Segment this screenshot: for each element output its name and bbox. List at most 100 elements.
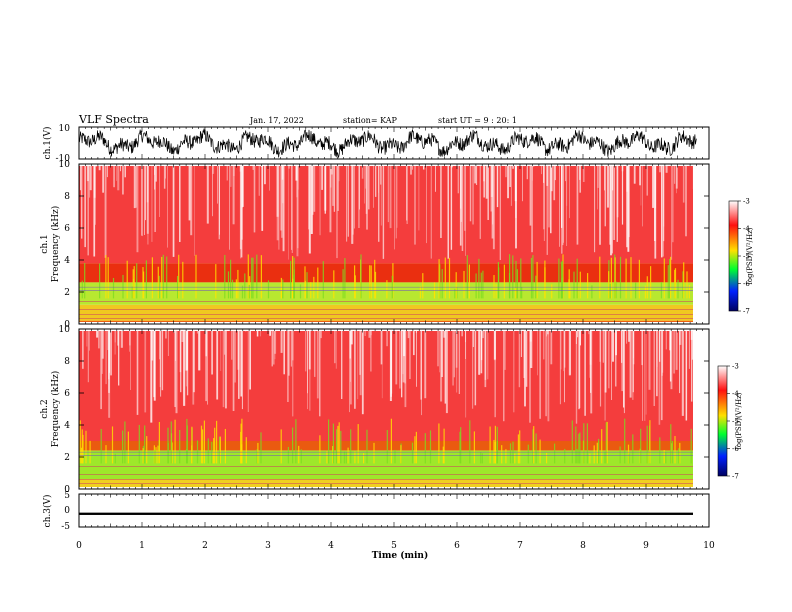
spectrogram-streak <box>623 331 625 414</box>
spectrogram-streak <box>358 166 360 228</box>
spectrogram-streak <box>616 166 618 242</box>
spectrogram-streak <box>579 331 581 346</box>
spectrogram-spike <box>132 269 134 299</box>
spectrogram-streak <box>238 331 240 399</box>
spectrogram-streak <box>670 331 673 390</box>
spectrogram-streak <box>472 166 474 225</box>
spectrogram-streak <box>84 166 86 248</box>
spectrogram-streak <box>523 331 525 378</box>
spectrogram-spike <box>583 423 585 464</box>
x-tick-label: 0 <box>76 541 82 551</box>
ch1-colorbar-tick-label: -3 <box>743 198 750 206</box>
spectrogram-streak <box>386 331 388 347</box>
spectrogram-streak <box>93 166 96 257</box>
spectrogram-streak <box>675 331 678 370</box>
spectrogram-streak <box>241 331 243 410</box>
spectrogram-streak <box>292 331 294 361</box>
spectrogram-spike <box>630 257 632 299</box>
spectrogram-streak <box>93 166 96 198</box>
ch2-colorbar-tick-label: -7 <box>732 473 739 481</box>
spectrogram-spike <box>571 420 573 464</box>
spectrogram-spike <box>240 431 242 464</box>
spectrogram-band <box>79 304 693 321</box>
spectrogram-streak <box>151 166 153 242</box>
spectrogram-streak <box>281 166 284 180</box>
spectrogram-streak <box>365 166 368 214</box>
spectrogram-streak <box>457 166 459 194</box>
spectrogram-spike <box>360 254 362 299</box>
spectrogram-streak <box>416 331 417 387</box>
spectrogram-spike <box>216 420 218 464</box>
spectrogram-streak <box>633 331 634 359</box>
spectrogram-streak <box>661 166 663 258</box>
spectrogram-spike <box>200 425 203 464</box>
spectrogram-spike <box>638 259 640 299</box>
spectrogram-streak <box>629 331 632 398</box>
spectrogram-spike <box>601 429 603 464</box>
spectrogram-spike <box>644 285 646 299</box>
spectrogram-streak <box>350 331 353 345</box>
spectrogram-spike <box>441 269 443 299</box>
spectrogram-streak <box>381 331 383 399</box>
spectrogram-streak <box>159 331 161 388</box>
spectrogram-spike <box>144 425 146 464</box>
x-tick-label: 8 <box>580 541 586 551</box>
spectrogram-streak <box>86 331 88 347</box>
spectrogram-streak <box>465 331 466 359</box>
spectrogram-streak <box>347 166 349 237</box>
spectrogram-streak <box>621 166 624 225</box>
spectrogram-streak <box>410 166 412 175</box>
spectrogram-spike <box>167 427 169 464</box>
spectrogram-streak <box>424 331 427 399</box>
spectrogram-spike <box>215 264 217 299</box>
spectrogram-streak <box>562 166 564 246</box>
spectrogram-streak <box>621 331 623 392</box>
spectrogram-streak <box>211 331 213 375</box>
time-axis: 0 1 2 3 4 5 6 7 8 9 10 <box>76 127 715 551</box>
spectrogram-streak <box>554 166 556 181</box>
spectrogram-streak <box>435 166 436 192</box>
spectrogram-spike <box>224 254 226 299</box>
spectrogram-streak <box>597 166 598 210</box>
spectrogram-streak <box>487 331 489 380</box>
spectrogram-streak <box>212 166 213 217</box>
spectrogram-streak <box>589 331 591 378</box>
spectrogram-streak <box>514 166 517 202</box>
spectrogram-streak <box>559 166 560 247</box>
spectrogram-streak <box>234 331 236 383</box>
spectrogram-streak <box>487 166 489 220</box>
ch1-colorbar-tick-label: -4 <box>743 225 750 233</box>
spectrogram-streak <box>659 331 661 362</box>
spectrogram-streak <box>389 331 392 401</box>
spectrogram-streak <box>510 166 512 206</box>
spectrogram-streak <box>198 331 201 371</box>
spectrogram-streak <box>100 331 102 410</box>
spectrogram-streak <box>364 166 365 204</box>
spectrogram-spike <box>161 256 163 299</box>
spectrogram-streak <box>329 166 332 233</box>
spectrogram-streak <box>153 331 156 401</box>
spectrogram-streak <box>509 166 511 187</box>
spectrogram-streak <box>609 166 611 245</box>
spectrogram-streak <box>520 331 522 357</box>
spectrogram-band <box>79 320 693 322</box>
spectrogram-spike <box>170 421 172 464</box>
spectrogram-streak <box>120 331 123 348</box>
spectrogram-streak <box>307 331 308 394</box>
spectrogram-streak <box>579 166 581 180</box>
spectrogram-streak <box>512 166 514 169</box>
spectrogram-streak <box>447 166 449 259</box>
spectrogram-spike <box>244 273 246 299</box>
spectrogram-streak <box>102 166 104 193</box>
spectrogram-spike <box>107 257 109 299</box>
spectrogram-spike <box>665 451 667 464</box>
spectrogram-streak <box>185 331 188 371</box>
spectrogram-streak <box>518 331 521 388</box>
spectrogram-streak <box>146 166 149 234</box>
spectrogram-spike <box>501 445 503 464</box>
spectrogram-streak <box>217 166 218 204</box>
spectrogram-spike <box>340 430 342 464</box>
spectrogram-spike <box>579 432 581 464</box>
spectrogram-spike <box>696 451 697 463</box>
spectrogram-streak <box>80 166 81 191</box>
